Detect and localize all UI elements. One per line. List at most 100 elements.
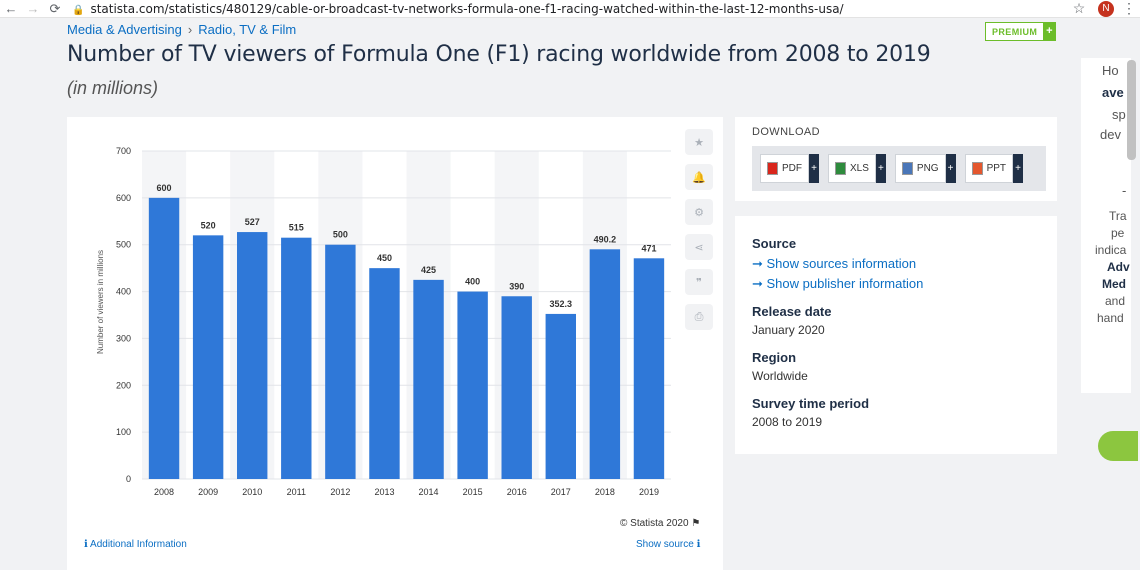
quote-icon[interactable]: ❞	[685, 269, 713, 295]
premium-label: PREMIUM	[992, 26, 1038, 37]
plus-icon: +	[809, 154, 819, 183]
data-label: 500	[333, 230, 348, 240]
back-arrow-icon[interactable]: ←	[4, 0, 18, 16]
flag-icon: ⚑	[691, 518, 701, 529]
ad-text-line: sp	[1112, 107, 1126, 122]
y-tick-label: 300	[116, 333, 131, 343]
download-xls-button[interactable]: XLS +	[828, 154, 886, 183]
bar-2013[interactable]	[369, 268, 400, 479]
bar-2012[interactable]	[325, 244, 356, 479]
release-date-value: January 2020	[752, 323, 825, 337]
data-label: 450	[377, 253, 392, 263]
reload-icon[interactable]: ⟳	[49, 0, 61, 16]
region-heading: Region	[752, 350, 797, 365]
y-tick-label: 100	[116, 427, 131, 437]
additional-information-text: Additional Information	[90, 539, 187, 550]
show-sources-link[interactable]: ➞ Show sources information	[752, 256, 917, 271]
source-heading: Source	[752, 236, 797, 251]
download-card: DOWNLOAD PDF + XLS + PNG + PPT +	[735, 117, 1057, 201]
xls-file-icon	[835, 162, 846, 175]
download-pdf-button[interactable]: PDF +	[760, 154, 819, 183]
info-icon: ℹ	[84, 539, 88, 550]
bar-2008[interactable]	[148, 197, 180, 479]
page-title: Number of TV viewers of Formula One (F1)…	[67, 42, 931, 67]
show-source-link[interactable]: Show source ℹ	[636, 539, 700, 550]
region-value: Worldwide	[752, 369, 808, 383]
ad-text-line: ave	[1102, 85, 1124, 100]
data-label: 471	[641, 243, 656, 253]
lock-icon: 🔒	[72, 4, 85, 16]
download-png-button[interactable]: PNG +	[894, 154, 956, 183]
premium-badge[interactable]: PREMIUM +	[985, 22, 1057, 41]
settings-gear-icon[interactable]: ⚙	[685, 199, 713, 225]
profile-avatar[interactable]: N	[1098, 0, 1114, 17]
ad-scrollbar[interactable]	[1127, 60, 1136, 160]
x-tick-label: 2016	[507, 487, 527, 497]
data-label: 400	[465, 277, 480, 287]
address-bar[interactable]: 🔒 statista.com/statistics/480129/cable-or…	[66, 2, 1068, 16]
png-label: PNG	[916, 163, 939, 174]
ppt-label: PPT	[986, 163, 1007, 174]
share-icon[interactable]: ⋖	[685, 234, 713, 260]
pdf-label: PDF	[782, 163, 802, 174]
pdf-file-icon	[767, 162, 778, 175]
x-tick-label: 2015	[463, 487, 483, 497]
ad-text-line: hand	[1097, 311, 1124, 325]
forward-arrow-icon[interactable]: →	[26, 0, 40, 16]
x-tick-label: 2008	[154, 487, 174, 497]
ad-text-line: and	[1105, 294, 1126, 308]
breadcrumb-radio-tv-film[interactable]: Radio, TV & Film	[198, 22, 297, 37]
x-tick-label: 2019	[639, 487, 659, 497]
browser-menu-icon[interactable]: ⋮	[1122, 0, 1136, 16]
release-date-heading: Release date	[752, 304, 832, 319]
page: Media & Advertising › Radio, TV & Film P…	[0, 18, 1140, 570]
side-advertisement[interactable]: Ho ave sp dev - Tra pe indica Adv Med an…	[1081, 58, 1131, 393]
x-tick-label: 2012	[330, 487, 350, 497]
ad-text-line: Med	[1102, 277, 1126, 291]
ad-text-line: pe	[1111, 226, 1125, 240]
y-tick-label: 600	[116, 193, 131, 203]
bar-2011[interactable]	[281, 237, 312, 479]
ad-green-button[interactable]	[1098, 431, 1138, 461]
bar-2016[interactable]	[501, 296, 532, 479]
info-card: Source ➞ Show sources information ➞ Show…	[735, 216, 1057, 454]
bar-2017[interactable]	[545, 313, 577, 479]
bar-2018[interactable]	[589, 249, 621, 479]
breadcrumb-media-advertising[interactable]: Media & Advertising	[67, 22, 182, 37]
show-publisher-link[interactable]: ➞ Show publisher information	[752, 276, 924, 291]
bar-2014[interactable]	[413, 279, 444, 479]
bar-2019[interactable]	[633, 258, 665, 479]
x-tick-label: 2011	[287, 487, 306, 497]
y-axis-label: Number of viewers in millions	[96, 250, 105, 354]
bar-2009[interactable]	[192, 235, 224, 479]
bar-2010[interactable]	[236, 232, 268, 479]
plus-icon: +	[875, 154, 886, 183]
chart-toolbar: ★ 🔔 ⚙ ⋖ ❞ ⎙	[685, 129, 713, 339]
bookmark-star-icon[interactable]: ☆	[1072, 0, 1086, 16]
data-label: 390	[509, 281, 524, 291]
data-label: 425	[421, 265, 436, 275]
ad-text-line: dev	[1100, 127, 1121, 142]
ad-text-line: Tra	[1109, 209, 1127, 223]
url-text: statista.com/statistics/480129/cable-or-…	[90, 1, 844, 16]
ad-text-line: Adv	[1107, 260, 1130, 274]
ppt-file-icon	[971, 162, 983, 175]
statista-copyright: © Statista 2020 ⚑	[620, 518, 700, 529]
breadcrumb: Media & Advertising › Radio, TV & Film	[67, 22, 296, 37]
x-tick-label: 2014	[419, 487, 439, 497]
data-label: 600	[157, 183, 172, 193]
download-ppt-button[interactable]: PPT +	[964, 154, 1024, 183]
x-tick-label: 2010	[242, 487, 262, 497]
y-tick-label: 400	[116, 287, 131, 297]
survey-period-value: 2008 to 2019	[752, 415, 823, 429]
copyright-text: © Statista 2020	[620, 518, 689, 529]
survey-period-heading: Survey time period	[752, 396, 870, 411]
bar-2015[interactable]	[457, 291, 488, 479]
favorite-star-icon[interactable]: ★	[685, 129, 713, 155]
notification-bell-icon[interactable]: 🔔	[685, 164, 713, 190]
print-icon[interactable]: ⎙	[685, 304, 713, 330]
additional-information-link[interactable]: ℹ Additional Information	[84, 539, 187, 550]
plus-icon: +	[945, 154, 956, 183]
data-label: 520	[201, 220, 216, 230]
data-label: 527	[245, 217, 260, 227]
